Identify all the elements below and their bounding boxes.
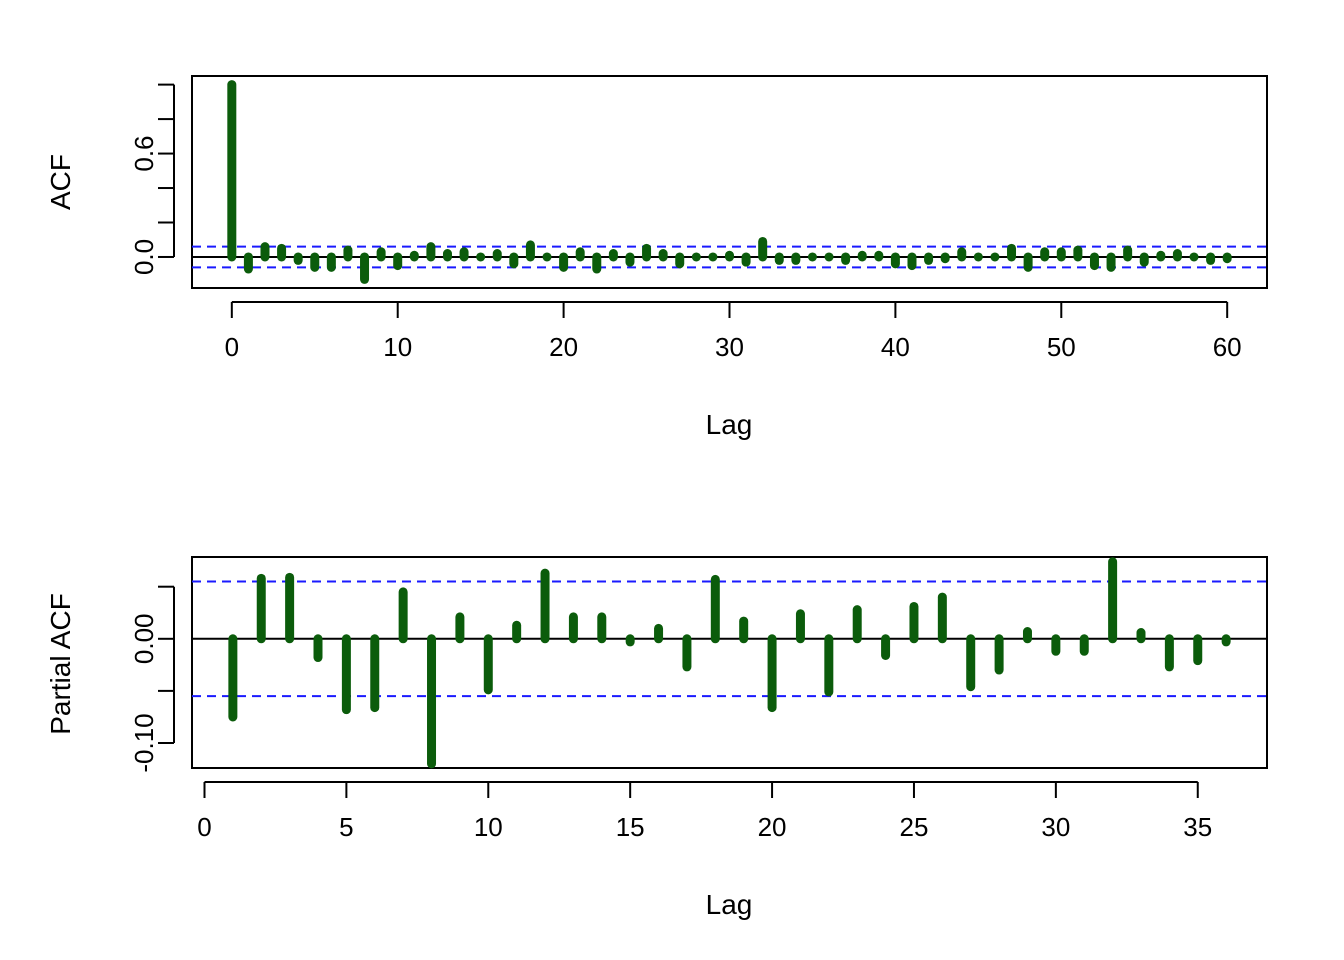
pacf-x-tick-label: 0 xyxy=(197,812,211,842)
acf-x-tick-label: 60 xyxy=(1213,332,1242,362)
pacf-x-tick-label: 10 xyxy=(474,812,503,842)
acf-y-axis-label: ACF xyxy=(45,154,76,210)
acf-x-tick-label: 50 xyxy=(1047,332,1076,362)
pacf-x-tick-label: 20 xyxy=(758,812,787,842)
pacf-x-tick-label: 15 xyxy=(616,812,645,842)
acf-x-tick-label: 40 xyxy=(881,332,910,362)
pacf-y-axis-label: Partial ACF xyxy=(45,593,76,735)
acf-x-tick-label: 20 xyxy=(549,332,578,362)
pacf-x-tick-label: 30 xyxy=(1041,812,1070,842)
acf-x-tick-label: 0 xyxy=(225,332,239,362)
pacf-x-tick-label: 5 xyxy=(339,812,353,842)
acf-plot-frame xyxy=(191,75,1268,289)
pacf-y-tick-label: 0.00 xyxy=(129,613,159,664)
pacf-plot-frame xyxy=(191,556,1268,769)
pacf-panel: 0 5 10 15 20 25 30 35 -0.10 0.00 Lag Partial ACF xyxy=(45,556,1268,920)
pacf-x-tick-label: 25 xyxy=(900,812,929,842)
pacf-x-tick-label: 35 xyxy=(1183,812,1212,842)
acf-panel: 0 10 20 30 40 50 60 0.0 0.6 Lag ACF xyxy=(45,75,1268,440)
acf-x-tick-label: 30 xyxy=(715,332,744,362)
acf-x-axis-label: Lag xyxy=(706,409,753,440)
acf-x-tick-label: 10 xyxy=(383,332,412,362)
acf-y-tick-label: 0.0 xyxy=(129,239,159,275)
pacf-x-axis-label: Lag xyxy=(706,889,753,920)
pacf-y-tick-label: -0.10 xyxy=(129,713,159,772)
acf-y-tick-label: 0.6 xyxy=(129,135,159,171)
